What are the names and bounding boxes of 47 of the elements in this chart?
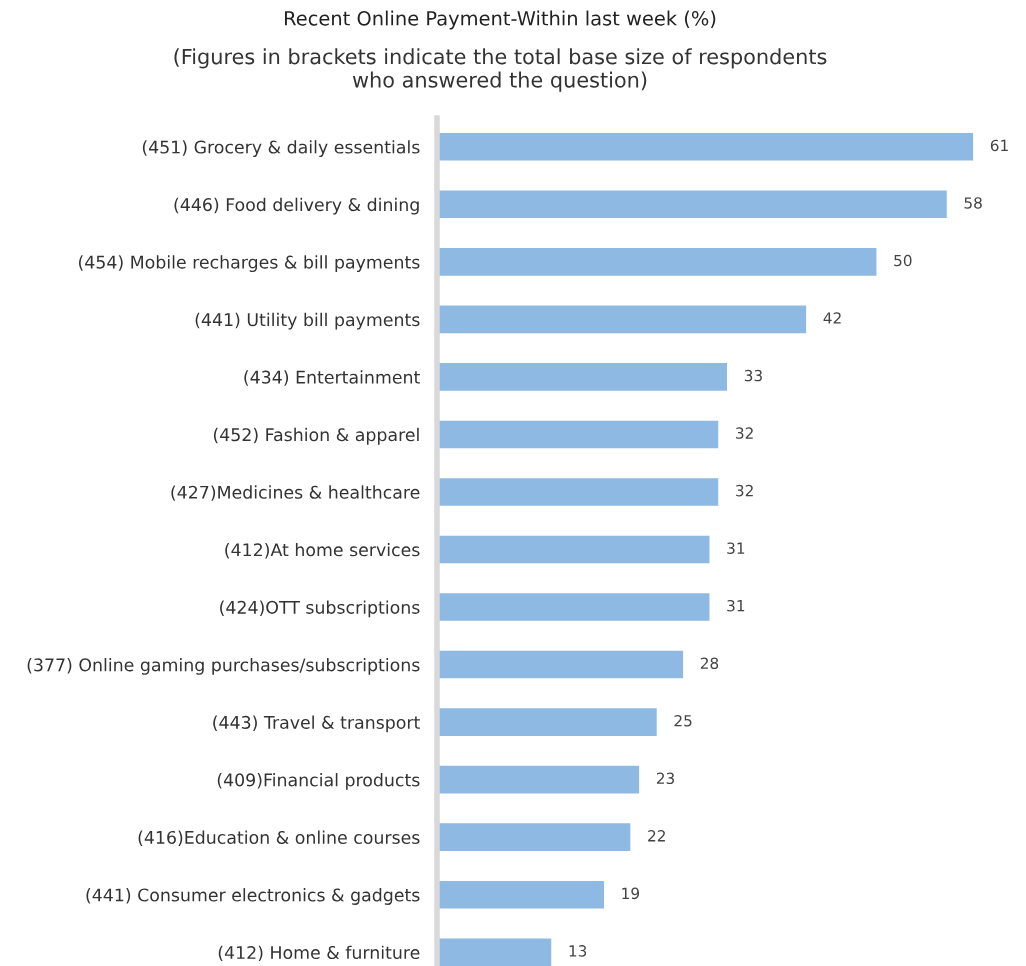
data-label: 22 xyxy=(648,830,665,842)
bar xyxy=(437,248,877,276)
data-label: 32 xyxy=(736,484,753,497)
bar xyxy=(437,823,631,851)
data-label: 19 xyxy=(622,887,640,900)
y-tick-label: (412) Home & furniture xyxy=(218,945,420,962)
data-label: 25 xyxy=(674,714,692,727)
bar xyxy=(437,363,728,391)
y-tick-label: (409)Financial products xyxy=(217,773,420,790)
bar xyxy=(437,478,719,506)
bar xyxy=(437,593,710,621)
bar xyxy=(437,938,552,966)
y-tick-label: (441) Consumer electronics & gadgets xyxy=(86,888,420,905)
y-tick-label: (416)Education & online courses xyxy=(138,830,420,847)
chart-title: Recent Online Payment-Within last week (%) xyxy=(284,10,716,30)
data-label: 23 xyxy=(656,772,675,785)
bar xyxy=(437,708,657,736)
bar xyxy=(437,132,974,161)
y-tick-label: (377) Online gaming purchases/subscriptions xyxy=(27,657,420,675)
y-tick-label: (446) Food delivery & dining xyxy=(174,197,419,215)
data-label: 31 xyxy=(727,542,745,554)
y-tick-label: (452) Fashion & apparel xyxy=(213,427,419,445)
data-label: 28 xyxy=(700,657,719,669)
bar xyxy=(437,535,710,564)
data-label: 13 xyxy=(569,945,587,957)
bar xyxy=(437,650,684,679)
data-label: 31 xyxy=(727,599,745,612)
chart-subtitle: (Figures in brackets indicate the total base size of respondents who answered the question) xyxy=(174,48,827,92)
y-tick-label: (412)At home services xyxy=(225,542,420,559)
data-label: 33 xyxy=(744,369,762,382)
y-tick-label: (434) Entertainment xyxy=(244,370,420,386)
y-tick-label: (451) Grocery & daily essentials xyxy=(142,140,420,157)
y-tick-label: (424)OTT subscriptions xyxy=(220,600,420,618)
y-tick-label: (454) Mobile recharges & bill payments xyxy=(78,255,420,273)
data-label: 61 xyxy=(990,139,1008,152)
y-tick-label: (443) Travel & transport xyxy=(213,715,420,733)
bar xyxy=(437,305,807,334)
data-label: 42 xyxy=(823,312,841,324)
data-label: 32 xyxy=(736,427,753,439)
data-label: 58 xyxy=(964,197,982,209)
y-tick-label: (441) Utility bill payments xyxy=(195,312,420,330)
y-tick-label: (427)Medicines & healthcare xyxy=(171,485,420,501)
bar xyxy=(437,190,947,219)
data-label: 50 xyxy=(894,254,912,267)
bar xyxy=(437,880,604,909)
bar xyxy=(437,765,640,794)
bar xyxy=(437,420,719,449)
